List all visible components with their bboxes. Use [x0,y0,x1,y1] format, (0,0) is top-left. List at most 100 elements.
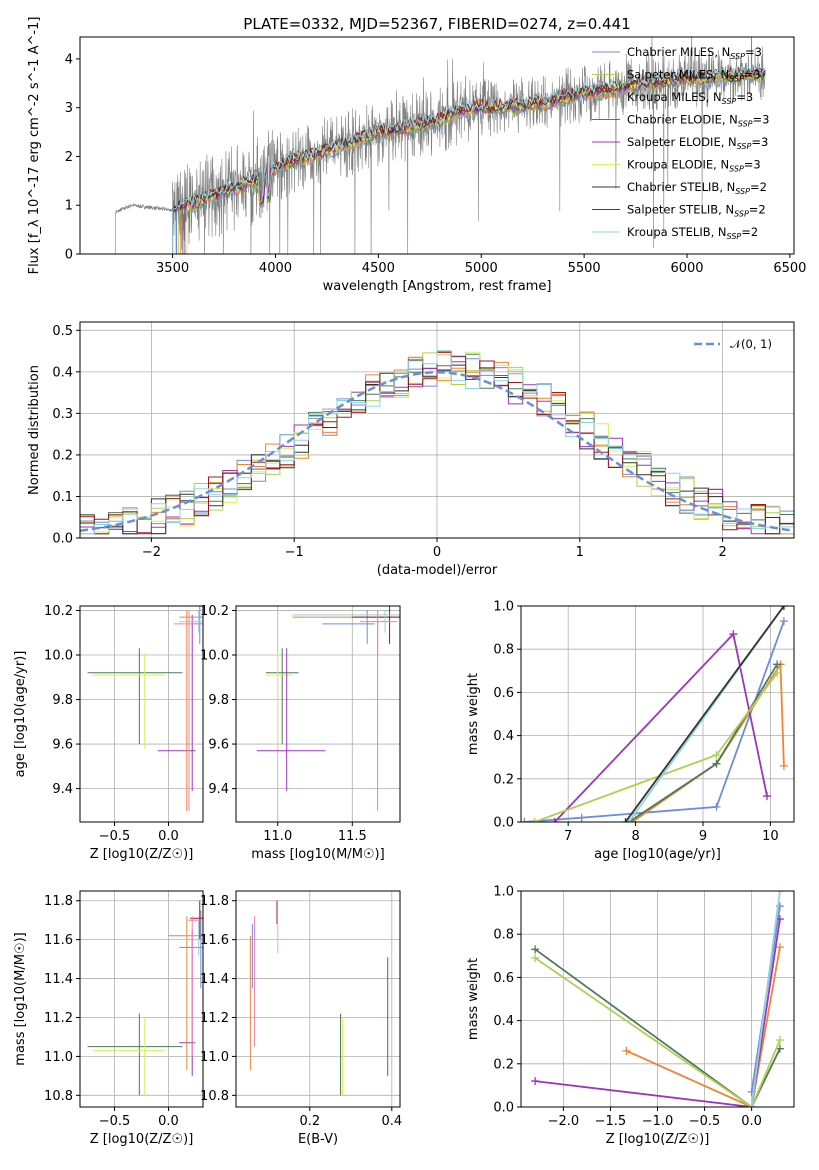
y-tick-label: 0.4 [493,729,514,744]
axes-frame [79,890,204,1108]
age-vs-metallicity-plot: −0.5 0.0 9.4 9.6 9.8 10.0 10.2 Z [log10(Z/Z☉)] a… [13,604,204,862]
y-tick-label: 9.4 [208,782,229,797]
mass-weight-vs-age-plot: 7 8 9 10 0.0 0.2 0.4 0.6 0.8 1.0 age [log10(age/yr… [466,600,795,862]
y-axis-label: Normed distribution [27,365,42,495]
x-tick-label: −0.5 [689,1114,721,1129]
series-line [534,948,781,1107]
x-tick-label: 6000 [670,261,703,276]
data-point-marker [775,891,784,895]
y-tick-label: 0.2 [52,448,73,463]
x-axis-label: Z [log10(Z/Z☉)] [90,847,194,862]
data-point-marker [775,943,784,952]
axes-frame [235,605,401,823]
y-axis-label: age [log10(age/yr)] [13,651,28,778]
y-tick-label: 0.8 [493,643,514,658]
y-tick-label: 0.2 [493,772,514,787]
y-tick-label: 11.4 [200,972,229,987]
data-point-marker [530,818,539,822]
y-tick-label: 3 [65,101,73,116]
legend-label: Chabrier ELODIE, NSSP=3 [627,113,769,129]
data-point-marker [624,818,633,822]
data-point-marker [550,818,559,822]
x-tick-label: −2.0 [548,1114,580,1129]
y-tick-label: 11.2 [200,1011,229,1026]
y-axis-label: Flux [f_λ 10^-17 erg cm^-2 s^-1 A^-1] [27,17,42,275]
model-spectrum-line [178,71,766,254]
x-tick-label: 7 [564,829,572,844]
plot-area [80,322,794,538]
y-tick-label: 11.8 [200,894,229,909]
legend-label: Kroupa STELIB, NSSP=2 [627,225,758,241]
data-point-marker [531,953,540,962]
x-tick-label: 0.4 [381,1114,402,1129]
y-tick-label: 0.3 [52,407,73,422]
x-tick-label: −1.5 [595,1114,627,1129]
data-point-marker [621,818,630,822]
series-line [626,947,781,1107]
model-spectrum-line [172,65,766,254]
series-line [534,957,781,1107]
x-tick-label: 0.0 [158,829,179,844]
y-tick-label: 0.6 [493,686,514,701]
data-point-marker [712,802,721,811]
data-point-marker [773,668,782,677]
plot-area [80,606,203,822]
x-tick-label: 0.0 [158,1114,179,1129]
data-point-marker [712,751,721,760]
y-tick-label: 0.0 [493,1101,514,1116]
y-tick-label: 10.8 [200,1089,229,1104]
y-tick-label: 0.0 [493,816,514,831]
legend-label: Chabrier STELIB, NSSP=2 [627,180,767,196]
x-tick-label: 9 [699,829,707,844]
mass-vs-metallicity-plot: −0.5 0.0 10.8 11.0 11.2 11.4 11.6 11.8 Z [log10(… [13,890,204,1147]
y-tick-label: 11.8 [44,894,73,909]
plot-area [236,891,400,1107]
y-tick-label: 9.6 [52,738,73,753]
data-point-marker [773,660,782,669]
x-tick-label: 0.0 [741,1114,762,1129]
plot-area [521,606,794,822]
mass-vs-ebv-plot: 0.2 0.4 10.8 11.0 11.2 11.4 11.6 11.8 E(B-V) [200,890,402,1147]
y-tick-label: 0 [65,248,73,263]
x-axis-label: wavelength [Angstrom, rest frame] [323,279,552,294]
plot-area [115,37,766,254]
data-point-marker [729,630,738,639]
data-point-marker [775,1044,784,1053]
series-line [750,891,781,1107]
plot-area [80,891,203,1107]
legend-label: 𝒩(0, 1) [730,337,772,351]
data-point-marker [712,759,721,768]
x-tick-label: 4500 [362,261,395,276]
data-point-marker [622,1046,631,1055]
y-tick-label: 11.0 [44,1050,73,1065]
x-tick-label: 1 [576,545,584,560]
x-axis-label: Z [log10(Z/Z☉)] [90,1132,194,1147]
y-tick-label: 10.0 [200,648,229,663]
axes-frame [79,321,795,539]
y-axis-label: mass weight [466,673,481,755]
axes-frame [235,890,401,1108]
series-line [534,918,781,1107]
y-tick-label: 1.0 [493,600,514,615]
age-vs-mass-plot: 11.0 11.5 9.4 9.6 9.8 10.0 10.2 mass [log10(M/M… [200,604,401,862]
y-tick-label: 10.2 [44,604,73,619]
y-tick-label: 0.6 [493,971,514,986]
residual-histogram-plot: −2 −1 0 1 2 0.0 0.1 0.2 0.3 0.4 0.5 (data-model)/er… [27,321,795,578]
y-tick-label: 9.8 [52,693,73,708]
x-axis-label: Z [log10(Z/Z☉)] [606,1132,710,1147]
series-line [624,606,785,822]
legend-label: Salpeter STELIB, NSSP=2 [627,203,766,219]
mass-weight-vs-metallicity-plot: −2.0 −1.5 −1.0 −0.5 0.0 0.0 0.2 0.4 0.6 0.8 1.0 Z [… [466,885,795,1147]
figure-title: PLATE=0332, MJD=52367, FIBERID=0274, z=0… [243,15,630,33]
x-tick-label: 11.5 [338,829,367,844]
data-point-marker [531,1077,540,1086]
axes-frame [79,605,204,823]
y-tick-label: 9.6 [208,738,229,753]
axes-frame [520,890,795,1108]
y-tick-label: 2 [65,150,73,165]
data-point-marker [577,813,586,822]
x-axis-label: mass [log10(M/M☉)] [251,847,384,862]
x-tick-label: −1.0 [642,1114,674,1129]
legend-label: Salpeter MILES, NSSP=3 [627,68,761,84]
